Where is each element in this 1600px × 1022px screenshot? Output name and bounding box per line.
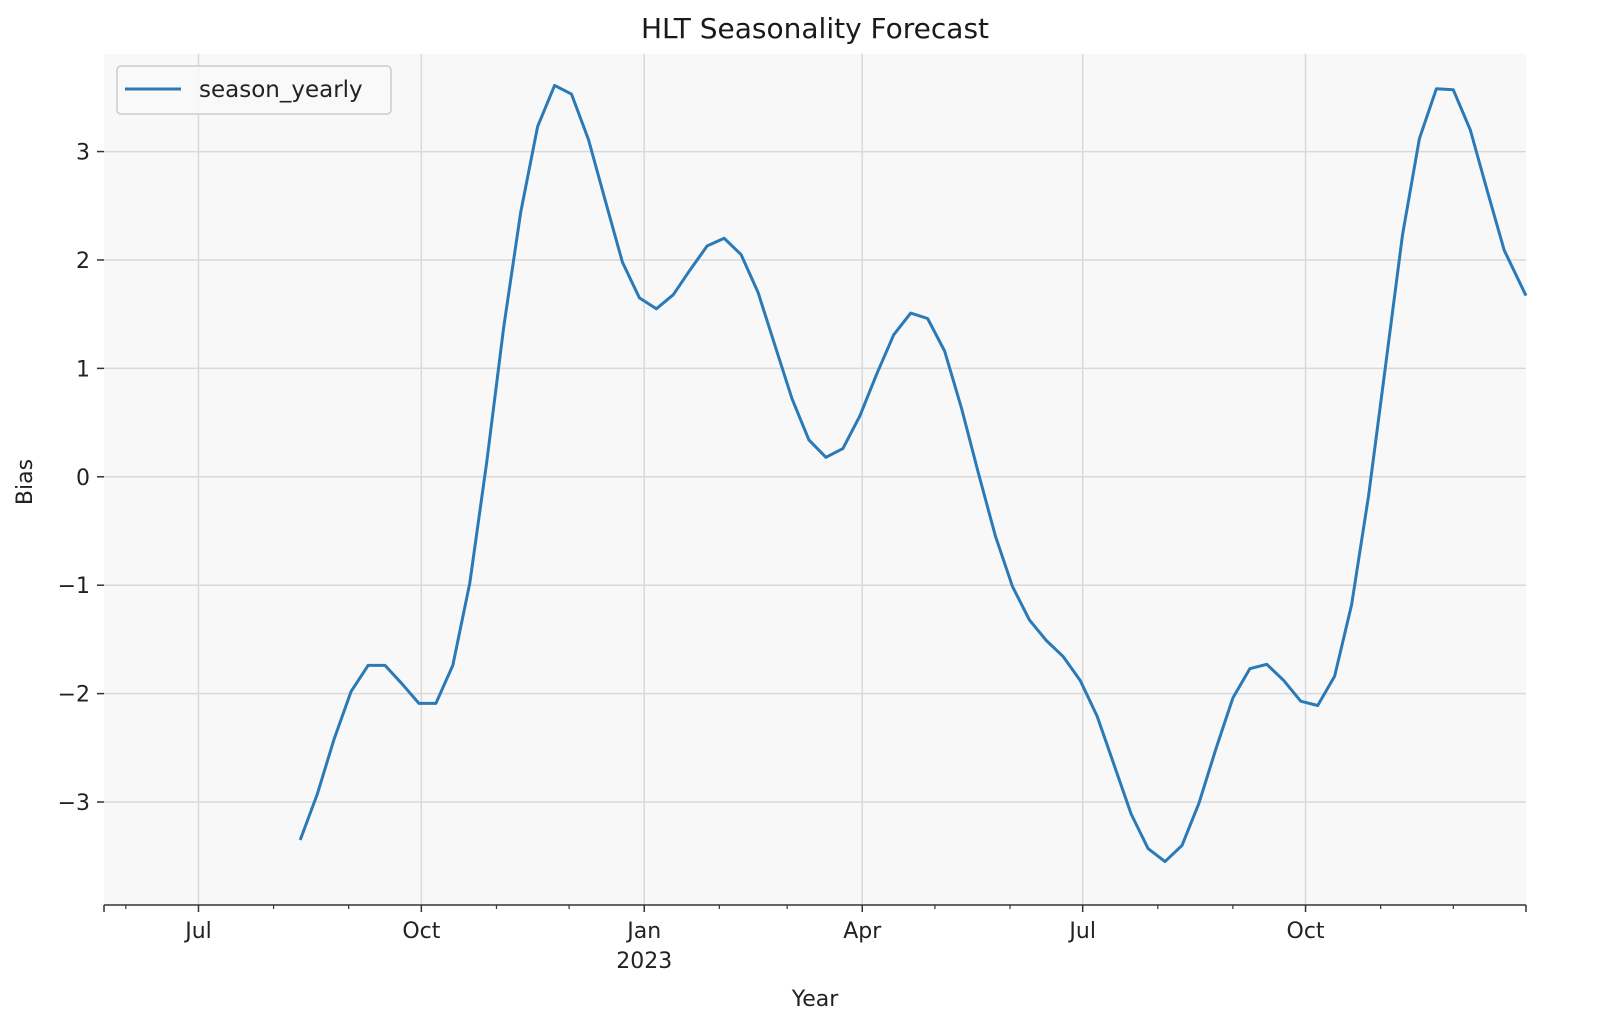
x-tick-label: Jul [183,919,212,944]
y-tick-label: 2 [76,249,90,274]
x-tick-labels: Jul Oct Jan 2023 Apr Jul Oct [183,919,1325,974]
series-layer [298,83,1528,864]
y-tick-label: −2 [58,683,90,708]
y-tick-label: −3 [58,791,90,816]
x-tick-label: Oct [1287,919,1325,944]
tick-marks [97,150,1527,912]
y-tick-label: 3 [76,141,90,166]
y-tick-label: 1 [76,357,90,382]
legend: season_yearly [116,65,392,115]
legend-label-season-yearly: season_yearly [199,77,363,103]
y-axis-label: Bias [13,459,38,505]
x-tick-label: Apr [843,919,882,944]
x-axis-label: Year [791,987,840,1012]
x-tick-label: Jan [625,919,661,944]
series-line-season-yearly [298,83,1528,864]
legend-box [116,65,392,115]
x-tick-sublabel: 2023 [616,949,672,974]
x-tick-label: Oct [402,919,440,944]
y-tick-label: −1 [58,574,90,599]
plot-area [104,54,1526,905]
y-tick-label: 0 [76,466,90,491]
gridlines [104,54,1526,905]
chart-title: HLT Seasonality Forecast [641,12,989,45]
x-tick-label: Jul [1067,919,1096,944]
y-tick-labels: 3 2 1 0 −1 −2 −3 [58,141,90,816]
